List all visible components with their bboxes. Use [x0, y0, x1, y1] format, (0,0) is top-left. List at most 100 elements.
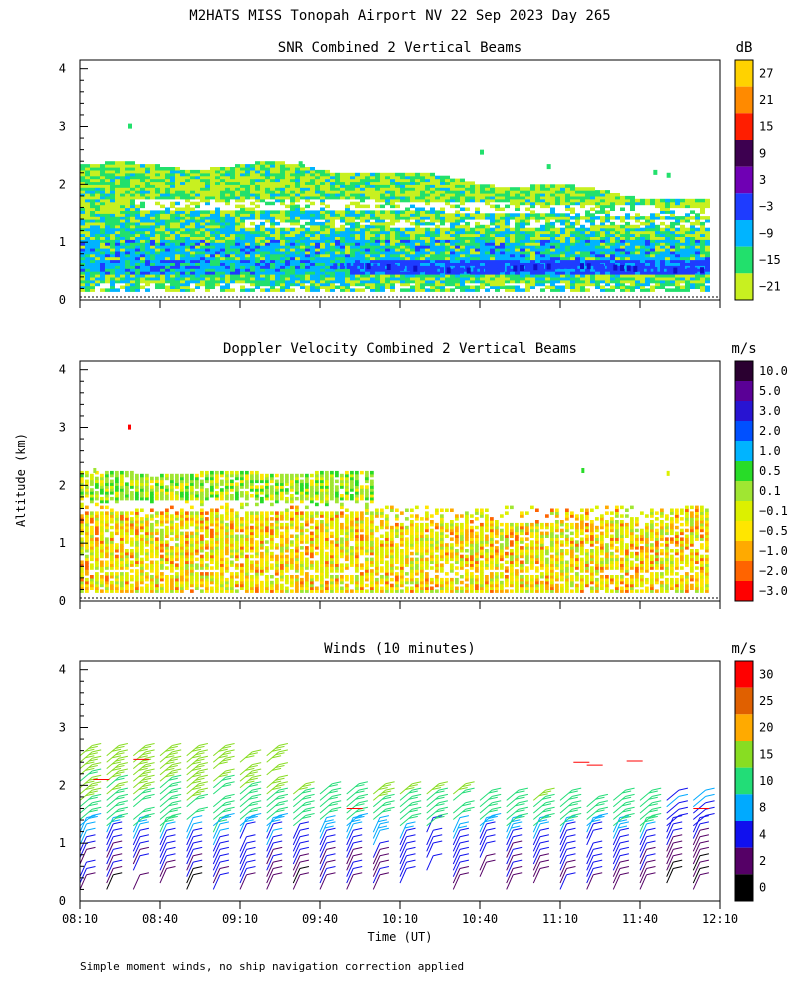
snr-cell: [685, 279, 690, 284]
snr-cell: [435, 184, 440, 188]
snr-cell: [90, 172, 95, 177]
snr-cell: [225, 276, 230, 281]
snr-cell: [580, 276, 585, 281]
snr-cell: [240, 172, 245, 177]
snr-cell: [350, 210, 355, 214]
snr-cell: [300, 227, 305, 232]
snr-cell: [385, 210, 390, 214]
snr-cell: [125, 230, 130, 235]
snr-cell: [565, 227, 570, 232]
snr-cell: [555, 190, 560, 194]
snr-cell: [130, 210, 135, 214]
snr-cell: [560, 256, 565, 261]
snr-cell: [265, 282, 270, 287]
snr-cell: [90, 256, 95, 261]
snr-cell: [355, 245, 360, 249]
snr-cell: [530, 282, 535, 287]
snr-cell: [525, 276, 530, 281]
snr-cell: [300, 239, 305, 243]
snr-cell: [665, 230, 670, 235]
snr-cell: [120, 198, 125, 203]
snr-cell: [555, 219, 560, 223]
snr-cell: [145, 259, 150, 263]
snr-cell: [625, 213, 630, 217]
snr-cell: [435, 276, 440, 281]
doppler-cell: [90, 537, 94, 541]
snr-cell: [350, 175, 355, 180]
snr-cell: [510, 274, 515, 278]
snr-cell: [410, 271, 415, 275]
doppler-cell: [90, 520, 94, 524]
snr-cell: [390, 248, 395, 252]
snr-cell: [275, 288, 280, 292]
snr-cell: [395, 175, 400, 180]
snr-cell: [546, 164, 551, 170]
snr-cell: [415, 256, 420, 261]
snr-cell: [125, 207, 130, 211]
snr-cell: [285, 236, 290, 240]
snr-cell: [580, 250, 585, 255]
snr-cell: [235, 190, 240, 194]
snr-cell: [140, 245, 145, 249]
snr-cell: [255, 224, 260, 229]
snr-cell: [450, 195, 455, 200]
snr-cell: [280, 245, 285, 249]
snr-cell: [330, 190, 335, 194]
snr-cell: [350, 288, 355, 292]
snr-cell: [325, 288, 330, 292]
snr-cell: [565, 274, 570, 278]
snr-cell: [600, 253, 605, 258]
snr-cell: [540, 279, 545, 284]
snr-cell: [665, 242, 670, 246]
snr-cell: [440, 248, 445, 252]
doppler-cell: [135, 589, 139, 593]
snr-cell: [530, 253, 535, 258]
snr-cell: [350, 239, 355, 243]
snr-cell: [330, 224, 335, 229]
doppler-cell: [110, 473, 114, 478]
snr-cell: [340, 288, 345, 292]
snr-cell: [490, 239, 495, 243]
snr-cell: [140, 268, 145, 272]
snr-cell: [90, 242, 95, 246]
snr-cell: [385, 181, 390, 185]
snr-cell: [110, 262, 115, 266]
snr-cell: [125, 201, 130, 206]
snr-cell: [115, 210, 120, 214]
doppler-cell: [100, 549, 104, 553]
snr-cell: [630, 227, 635, 232]
snr-cell: [100, 178, 105, 183]
snr-cell: [650, 198, 655, 203]
snr-cell: [525, 195, 530, 200]
snr-cell: [640, 262, 645, 266]
snr-cell: [320, 245, 325, 249]
doppler-cell: [105, 566, 109, 570]
doppler-cell: [80, 482, 84, 486]
snr-cell: [240, 187, 245, 191]
doppler-cell: [85, 577, 89, 582]
snr-cell: [80, 169, 85, 174]
snr-cell: [395, 181, 400, 185]
snr-cell: [580, 274, 585, 278]
snr-cell: [560, 268, 565, 272]
snr-cell: [485, 184, 490, 188]
snr-cell: [330, 282, 335, 287]
snr-cell: [365, 187, 370, 191]
snr-cell: [310, 184, 315, 188]
snr-cell: [270, 164, 275, 168]
snr-cell: [430, 250, 435, 255]
snr-cell: [275, 268, 280, 272]
snr-cell: [330, 193, 335, 197]
snr-cell: [265, 250, 270, 255]
snr-cell: [680, 216, 685, 220]
doppler-cell: [105, 476, 109, 481]
snr-cell: [165, 279, 170, 284]
doppler-cell: [85, 511, 89, 515]
snr-cell: [355, 248, 360, 252]
snr-cell: [220, 221, 225, 226]
snr-cell: [440, 195, 445, 200]
snr-cell: [175, 187, 180, 191]
snr-cell: [90, 279, 95, 284]
snr-cell: [600, 250, 605, 255]
snr-cell: [240, 253, 245, 258]
